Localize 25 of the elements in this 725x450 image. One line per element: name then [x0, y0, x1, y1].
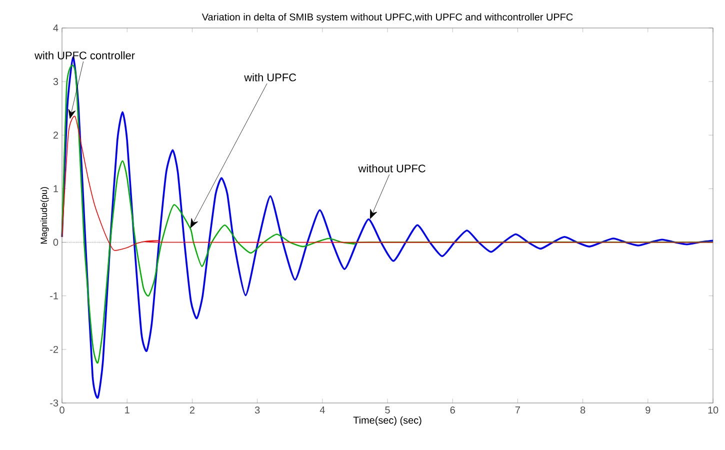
x-tick-label: 10 [708, 406, 718, 414]
y-tick-label: 2 [53, 132, 58, 139]
annotation: with UPFC controller [34, 51, 135, 60]
x-tick-label: 2 [190, 406, 194, 414]
x-tick-label: 5 [385, 406, 390, 414]
x-tick-label: 6 [450, 406, 455, 414]
y-tick-label: -1 [50, 292, 58, 300]
y-axis-title: Magnitude(pu) [40, 187, 49, 244]
x-tick-label: 3 [254, 406, 260, 414]
y-tick-label: 0 [53, 238, 58, 246]
x-axis-title: Time(sec) (sec) [353, 416, 422, 426]
x-tick-label: 7 [515, 406, 520, 414]
y-tick-label: 3 [53, 78, 58, 86]
y-tick-label: 4 [53, 24, 58, 32]
x-tick-label: 9 [646, 406, 650, 414]
y-tick-label: -3 [50, 399, 58, 407]
annotation: with UPFC [244, 73, 296, 82]
y-tick-label: -2 [50, 346, 58, 353]
x-tick-label: 8 [580, 406, 586, 414]
x-tick-label: 1 [125, 406, 130, 414]
y-tick-label: 1 [54, 185, 58, 192]
x-tick-label: 4 [320, 406, 325, 414]
annotation: without UPFC [358, 164, 426, 172]
x-tick-label: 0 [60, 406, 64, 414]
chart-title: Variation in delta of SMIB system without UPFC,with UPFC and withcontroller UPFC [202, 13, 573, 22]
